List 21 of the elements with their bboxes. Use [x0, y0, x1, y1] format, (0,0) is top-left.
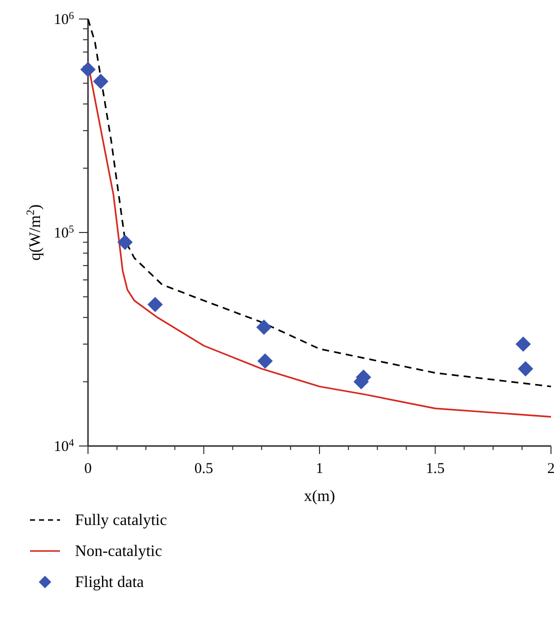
point — [147, 296, 163, 312]
line-series — [87, 18, 552, 388]
x-axis-title: x(m) — [304, 488, 336, 505]
point — [256, 320, 272, 335]
y-tick-label: 10$^{6}$ — [54, 10, 74, 28]
y-tick-label: 10$^{5}$ — [54, 224, 74, 242]
legend-label: Non-catalytic — [75, 543, 162, 560]
point — [93, 74, 108, 90]
x-tick-label: 2 — [547, 461, 555, 477]
x-tick-label: 0 — [84, 461, 92, 477]
legend-label: Flight data — [75, 574, 144, 591]
point — [516, 336, 531, 352]
legend-label: Fully catalytic — [75, 512, 167, 529]
point — [257, 353, 273, 369]
x-tick-label: 1 — [316, 461, 324, 477]
y-tick-label: 10$^{4}$ — [54, 438, 75, 455]
point — [80, 62, 96, 78]
x-tick-label: 0.5 — [194, 461, 214, 477]
point — [518, 361, 534, 376]
x-tick-label: 1.5 — [426, 461, 445, 477]
point — [117, 234, 133, 250]
